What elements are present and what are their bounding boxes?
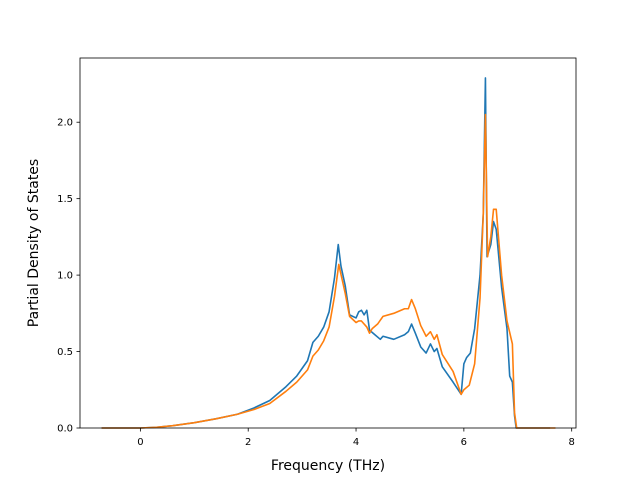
x-tick-label: 2 [245,437,251,448]
x-axis: 0 2 4 6 8 [137,428,575,448]
y-tick-label: 2.0 [57,118,73,129]
x-tick-label: 6 [461,437,467,448]
y-tick-label: 0.5 [57,347,73,358]
plot-frame [79,57,577,429]
series-layer [101,77,556,429]
y-axis-label: Partial Density of States [26,159,42,327]
series-line-1 [101,77,551,429]
y-tick-label: 0.0 [57,424,73,435]
x-tick-label: 8 [568,437,574,448]
y-axis: 0.0 0.5 1.0 1.5 2.0 [57,118,80,435]
y-tick-label: 1.5 [57,194,73,205]
x-axis-label: Frequency (THz) [271,458,385,474]
y-tick-label: 1.0 [57,271,73,282]
x-tick-label: 0 [137,437,143,448]
x-tick-label: 4 [353,437,359,448]
series-line-2 [101,113,556,429]
